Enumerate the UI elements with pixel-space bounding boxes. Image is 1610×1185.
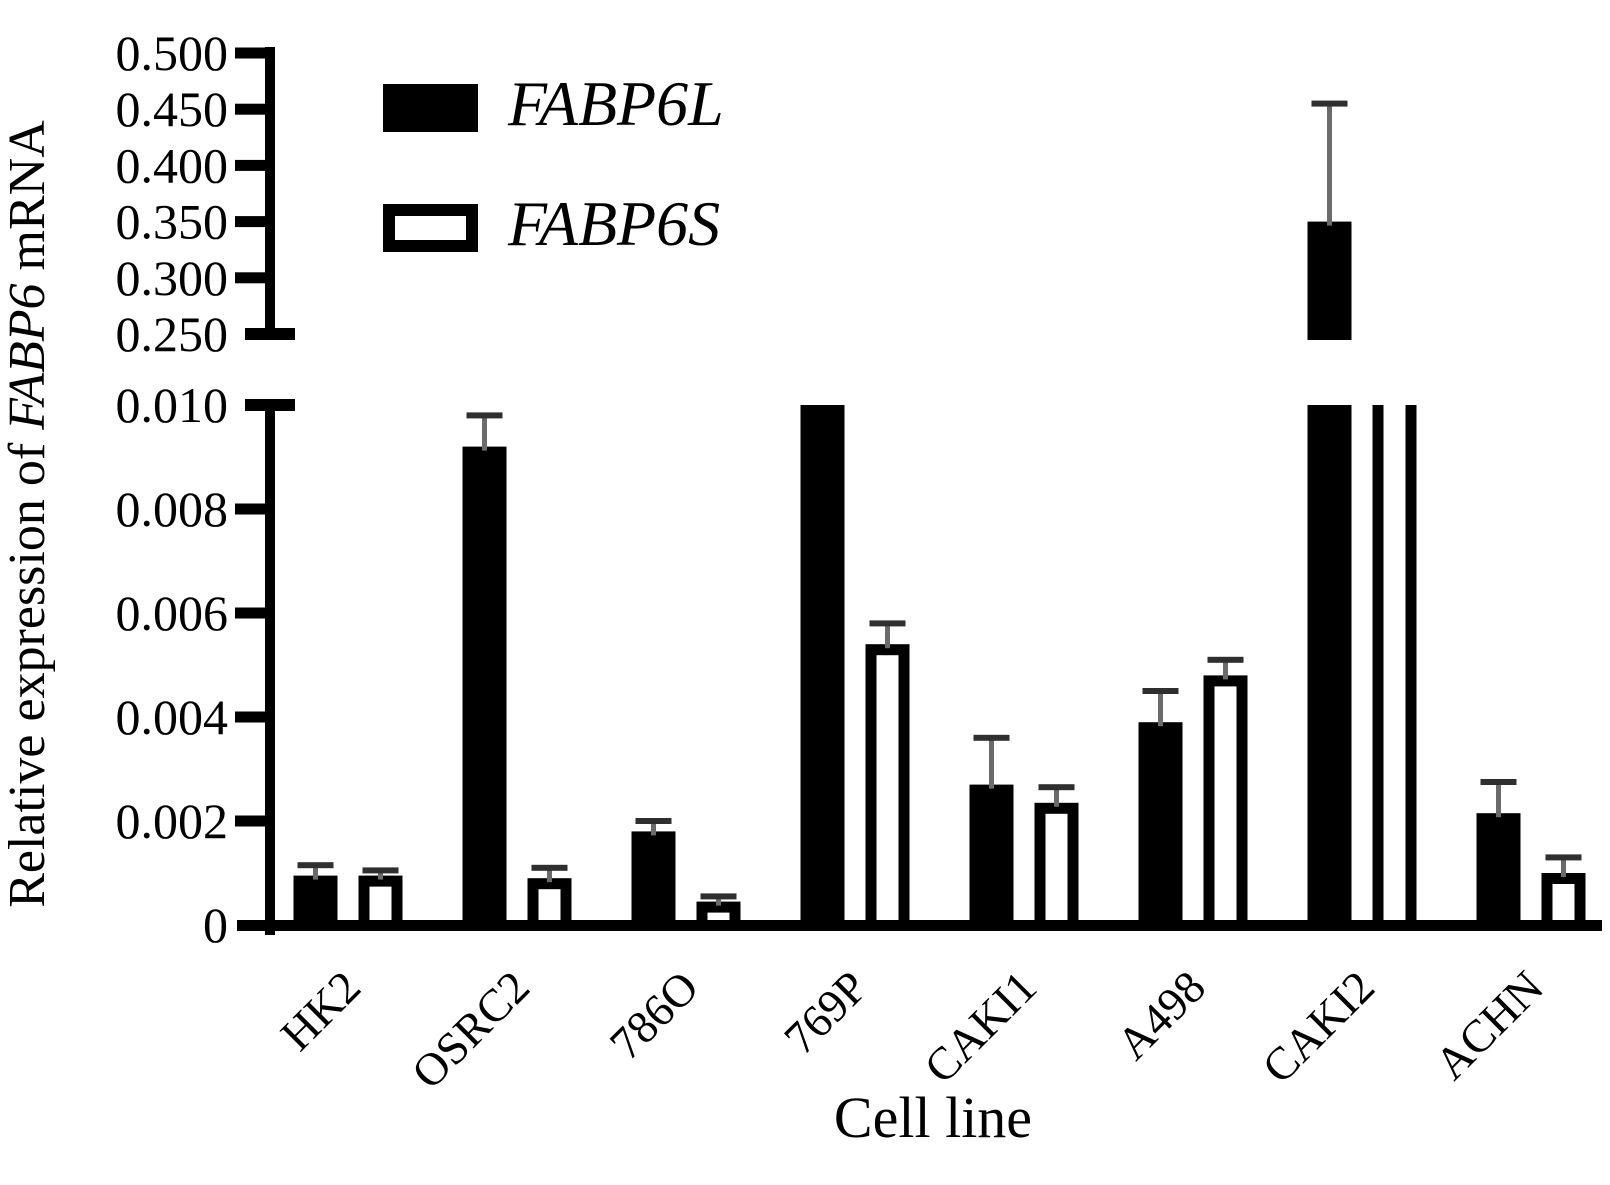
- x-tick-label-ACHN: ACHN: [1425, 961, 1553, 1089]
- bar-FABP6S-CAKI2: [1372, 405, 1417, 931]
- x-tick-label-786O: 786O: [600, 961, 708, 1069]
- legend-swatch-outlined: [383, 204, 478, 252]
- y-axis-title-prefix: Relative expression of: [0, 429, 56, 908]
- bar-FABP6L-HK2: [293, 875, 338, 928]
- bar-FABP6S-769P: [865, 644, 910, 931]
- error-bar-FABP6S-769P-stem: [885, 623, 890, 649]
- bar-FABP6L-CAKI2: [1307, 405, 1352, 928]
- legend-item-fabp6l: FABP6L: [383, 72, 724, 140]
- error-bar-FABP6S-HK2-cap: [362, 867, 399, 874]
- axis-break-cap-lower: [245, 399, 295, 411]
- error-bar-FABP6L-HK2-stem: [313, 865, 318, 880]
- bar-FABP6S-786O: [696, 901, 741, 931]
- tick-label-lower-0.010: 0.010: [116, 377, 229, 433]
- error-bar-FABP6S-769P-cap: [869, 620, 906, 627]
- tick-label-lower-0: 0: [203, 897, 228, 953]
- error-bar-FABP6L-OSRC2-stem: [482, 415, 487, 451]
- x-axis-line: [237, 920, 1602, 931]
- error-bar-FABP6S-CAKI1-stem: [1054, 787, 1059, 807]
- x-tick-label-769P: 769P: [774, 961, 877, 1064]
- tick-label-lower-0.002: 0.002: [116, 793, 229, 849]
- lower-bars-group: [293, 405, 1586, 932]
- bar-FABP6S-HK2: [358, 875, 403, 931]
- bar-FABP6S-A498: [1203, 675, 1248, 932]
- bar-FABP6L-CAKI2-upper: [1307, 221, 1352, 340]
- tick-label-lower-0.004: 0.004: [116, 689, 229, 745]
- tick-upper-0.350: [235, 216, 265, 228]
- error-bar-FABP6S-ACHN-stem: [1561, 857, 1566, 877]
- bar-FABP6S-ACHN: [1541, 873, 1586, 931]
- x-tick-label-A498: A498: [1107, 961, 1215, 1069]
- tick-lower-0.002: [235, 815, 265, 827]
- bar-FABP6L-A498: [1138, 722, 1183, 928]
- error-bar-FABP6S-ACHN-cap: [1545, 854, 1582, 861]
- bar-FABP6L-769P: [800, 405, 845, 928]
- error-bar-FABP6S-OSRC2-stem: [547, 867, 552, 883]
- tick-upper-0.300: [235, 272, 265, 284]
- bar-FABP6S-OSRC2: [527, 878, 572, 932]
- error-bar-FABP6L-A498-stem: [1158, 691, 1163, 727]
- error-bar-FABP6L-CAKI1-stem: [989, 737, 994, 789]
- bar-FABP6S-CAKI1: [1034, 802, 1079, 931]
- error-bar-FABP6S-786O-cap: [700, 893, 737, 900]
- y-axis-upper-line: [265, 47, 275, 340]
- y-axis-title: Relative expression of FABP6 mRNA: [0, 0, 56, 1064]
- legend-label-fabp6l: FABP6L: [508, 68, 724, 139]
- x-tick-label-CAKI2: CAKI2: [1252, 961, 1384, 1093]
- legend-label-fabp6s: FABP6S: [508, 188, 721, 259]
- tick-upper-0.450: [235, 103, 265, 115]
- error-bar-FABP6S-A498-stem: [1223, 659, 1228, 680]
- tick-label-lower-0.006: 0.006: [116, 585, 229, 641]
- error-bar-FABP6L-ACHN-cap: [1480, 779, 1517, 785]
- bar-FABP6L-OSRC2: [462, 446, 507, 928]
- error-bar-FABP6S-786O-stem: [716, 896, 721, 906]
- tick-upper-0.400: [235, 159, 265, 171]
- error-bar-FABP6L-ACHN-stem: [1496, 782, 1501, 818]
- error-bar-FABP6L-786O-cap: [635, 818, 672, 824]
- tick-label-upper-0.350: 0.350: [116, 194, 229, 250]
- bar-FABP6L-CAKI1: [969, 784, 1014, 928]
- error-bar-FABP6S-HK2-stem: [378, 870, 383, 880]
- error-bar-FABP6L-HK2-cap: [297, 862, 334, 869]
- x-axis-title: Cell line: [833, 1085, 1033, 1150]
- y-axis-title-gene: FABP6: [0, 283, 56, 430]
- tick-label-upper-0.400: 0.400: [116, 137, 229, 193]
- tick-label-upper-0.250: 0.250: [116, 306, 229, 362]
- error-bar-FABP6S-A498-cap: [1207, 656, 1244, 663]
- bar-FABP6L-786O: [631, 831, 676, 928]
- tick-label-lower-0.008: 0.008: [116, 481, 229, 537]
- error-bar-FABP6L-786O-stem: [651, 821, 656, 836]
- error-bar-FABP6S-OSRC2-cap: [531, 864, 568, 871]
- error-bar-FABP6L-CAKI2-cap: [1311, 100, 1348, 107]
- y-axis-lower-line: [265, 399, 275, 935]
- error-bar-FABP6L-A498-cap: [1142, 688, 1179, 694]
- error-bar-FABP6L-OSRC2-cap: [466, 412, 503, 419]
- tick-upper-0.500: [235, 47, 265, 59]
- x-tick-label-OSRC2: OSRC2: [402, 961, 539, 1098]
- error-bar-FABP6L-CAKI1-cap: [973, 734, 1010, 741]
- x-tick-label-HK2: HK2: [271, 961, 370, 1060]
- legend: FABP6L FABP6S: [383, 72, 724, 260]
- tick-lower-0.006: [235, 607, 265, 619]
- tick-lower-0.008: [235, 503, 265, 515]
- x-tick-label-CAKI1: CAKI1: [914, 961, 1046, 1093]
- bar-FABP6L-ACHN: [1476, 813, 1521, 928]
- legend-swatch-filled: [383, 84, 478, 132]
- legend-item-fabp6s: FABP6S: [383, 192, 724, 260]
- y-axis-title-suffix: mRNA: [0, 120, 56, 284]
- tick-label-upper-0.450: 0.450: [116, 81, 229, 137]
- tick-lower-0.004: [235, 711, 265, 723]
- error-bar-FABP6S-CAKI1-cap: [1038, 784, 1075, 791]
- tick-label-upper-0.500: 0.500: [116, 25, 229, 81]
- axis-break-cap-upper: [245, 328, 295, 340]
- error-bar-FABP6L-CAKI2-stem: [1327, 103, 1332, 226]
- tick-label-upper-0.300: 0.300: [116, 250, 229, 306]
